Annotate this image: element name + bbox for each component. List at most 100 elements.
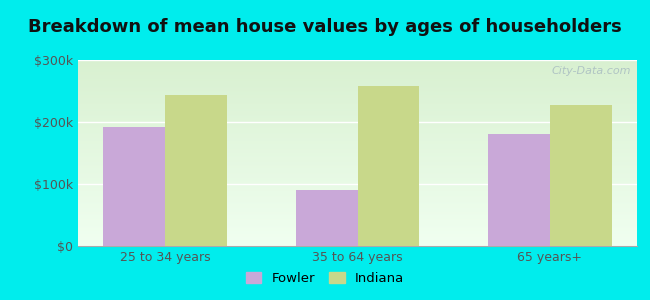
Bar [78, 144, 637, 145]
Bar [78, 210, 637, 211]
Bar [78, 215, 637, 216]
Bar [78, 118, 637, 119]
Bar [78, 101, 637, 102]
Bar [78, 130, 637, 131]
Bar [78, 221, 637, 222]
Bar [78, 90, 637, 91]
Bar [78, 205, 637, 206]
Bar [78, 172, 637, 173]
Bar [78, 114, 637, 115]
Bar [78, 151, 637, 152]
Text: City-Data.com: City-Data.com [552, 66, 631, 76]
Bar [488, 134, 550, 246]
Bar [78, 60, 637, 61]
Bar [78, 124, 637, 125]
Bar [78, 173, 637, 174]
Bar [78, 77, 637, 78]
Bar [78, 232, 637, 233]
Bar [78, 244, 637, 245]
Bar [78, 153, 637, 154]
Bar [78, 228, 637, 229]
Bar [78, 230, 637, 231]
Bar [78, 168, 637, 169]
Bar [78, 142, 637, 143]
Bar [78, 217, 637, 218]
Bar [78, 186, 637, 187]
Bar [78, 212, 637, 213]
Bar [78, 71, 637, 72]
Bar [78, 82, 637, 83]
Bar [78, 121, 637, 122]
Bar [78, 239, 637, 240]
Bar [78, 133, 637, 134]
Bar [78, 120, 637, 121]
Bar [78, 177, 637, 178]
Bar [78, 96, 637, 97]
Bar [78, 218, 637, 219]
Bar [358, 86, 419, 246]
Bar [78, 189, 637, 190]
Bar [78, 213, 637, 214]
Bar [78, 84, 637, 85]
Bar [78, 145, 637, 146]
Bar [78, 141, 637, 142]
Bar [296, 190, 358, 246]
Bar [78, 219, 637, 220]
Bar [78, 170, 637, 171]
Bar [78, 197, 637, 198]
Bar [78, 83, 637, 84]
Bar [78, 216, 637, 217]
Bar [78, 131, 637, 132]
Bar [78, 106, 637, 107]
Bar [78, 123, 637, 124]
Bar [78, 61, 637, 62]
Bar [78, 103, 637, 104]
Bar [78, 181, 637, 182]
Bar [78, 87, 637, 88]
Bar [165, 95, 227, 246]
Bar [78, 202, 637, 203]
Bar [78, 220, 637, 221]
Bar [78, 68, 637, 69]
Bar [78, 183, 637, 184]
Bar [78, 122, 637, 123]
Bar [78, 117, 637, 118]
Bar [78, 74, 637, 75]
Bar [78, 129, 637, 130]
Bar [78, 111, 637, 112]
Bar [78, 69, 637, 70]
Bar [78, 86, 637, 87]
Bar [78, 193, 637, 194]
Bar [78, 204, 637, 205]
Bar [78, 100, 637, 101]
Bar [78, 97, 637, 98]
Bar [78, 94, 637, 95]
Bar [78, 194, 637, 195]
Bar [78, 241, 637, 242]
Bar [78, 91, 637, 92]
Bar [78, 178, 637, 179]
Bar [78, 81, 637, 82]
Bar [78, 113, 637, 114]
Bar [78, 76, 637, 77]
Bar [78, 70, 637, 71]
Bar [78, 108, 637, 109]
Bar [78, 79, 637, 80]
Bar [78, 146, 637, 147]
Bar [78, 134, 637, 135]
Bar [78, 182, 637, 183]
Bar [78, 85, 637, 86]
Bar [78, 242, 637, 243]
Bar [78, 233, 637, 234]
Bar [78, 199, 637, 200]
Bar [78, 132, 637, 133]
Bar [78, 138, 637, 139]
Bar [78, 88, 637, 89]
Bar [78, 80, 637, 81]
Bar [78, 149, 637, 150]
Bar [78, 73, 637, 74]
Bar [78, 188, 637, 189]
Bar [78, 152, 637, 153]
Bar [78, 157, 637, 158]
Bar [78, 126, 637, 127]
